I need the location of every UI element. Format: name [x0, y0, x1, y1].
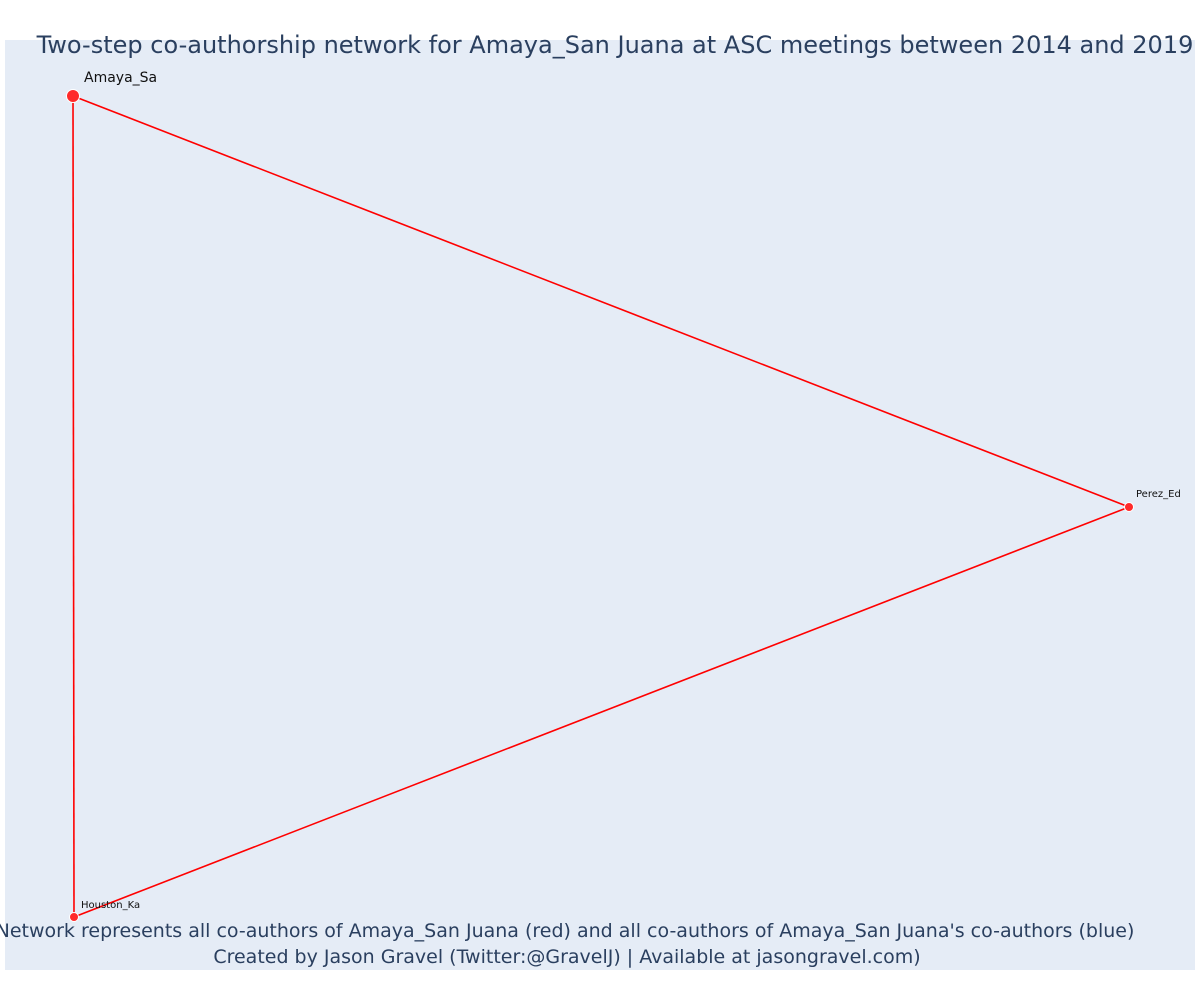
edges-layer — [72, 95, 1130, 918]
chart-title: Two-step co-authorship network for Amaya… — [36, 31, 1194, 59]
edge-amaya-perez — [72, 95, 1130, 508]
labels-layer: Amaya_Sa Perez_Ed Houston_Ka — [81, 70, 1181, 911]
node-label-amaya: Amaya_Sa — [84, 70, 157, 86]
node-amaya[interactable] — [66, 89, 80, 103]
node-label-houston: Houston_Ka — [81, 900, 140, 911]
caption-line-2: Created by Jason Gravel (Twitter:@Gravel… — [213, 946, 920, 968]
caption-line-1: Network represents all co-authors of Ama… — [0, 920, 1134, 942]
node-houston[interactable] — [69, 912, 79, 922]
node-label-perez: Perez_Ed — [1136, 489, 1181, 500]
node-perez[interactable] — [1124, 502, 1134, 512]
nodes-layer — [66, 89, 1134, 922]
edge-amaya-houston — [72, 95, 75, 918]
plot-background — [5, 40, 1195, 970]
edge-perez-houston — [73, 506, 1130, 918]
